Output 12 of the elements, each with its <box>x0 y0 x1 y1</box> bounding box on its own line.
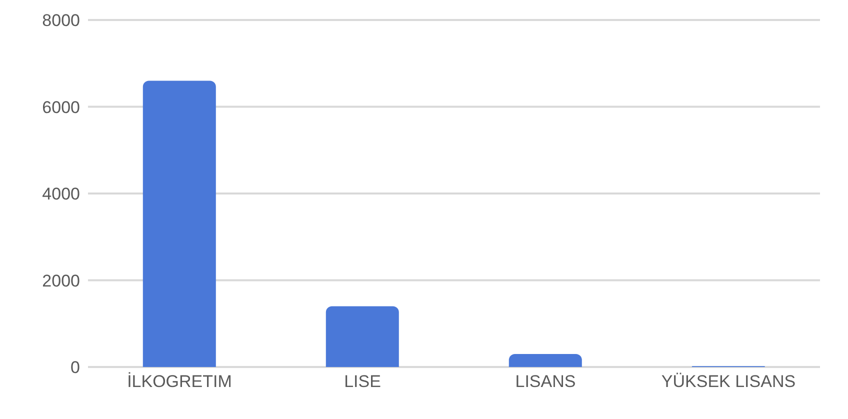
y-tick-label: 2000 <box>42 271 80 290</box>
y-tick-label: 6000 <box>42 98 80 117</box>
x-tick-label: LISE <box>344 372 381 392</box>
x-tick-label: İLKOGRETIM <box>127 372 232 392</box>
y-tick-label: 4000 <box>42 184 80 204</box>
y-tick-label: 0 <box>70 358 80 378</box>
bar <box>326 306 399 367</box>
x-tick-label: LISANS <box>515 372 576 392</box>
bar <box>508 354 582 367</box>
bar <box>142 80 216 367</box>
y-tick-label: 8000 <box>42 11 80 30</box>
x-tick-label: YÜKSEK LISANS <box>661 372 796 392</box>
